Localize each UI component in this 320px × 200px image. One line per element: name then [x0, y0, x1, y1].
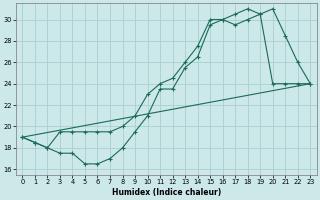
- X-axis label: Humidex (Indice chaleur): Humidex (Indice chaleur): [112, 188, 221, 197]
